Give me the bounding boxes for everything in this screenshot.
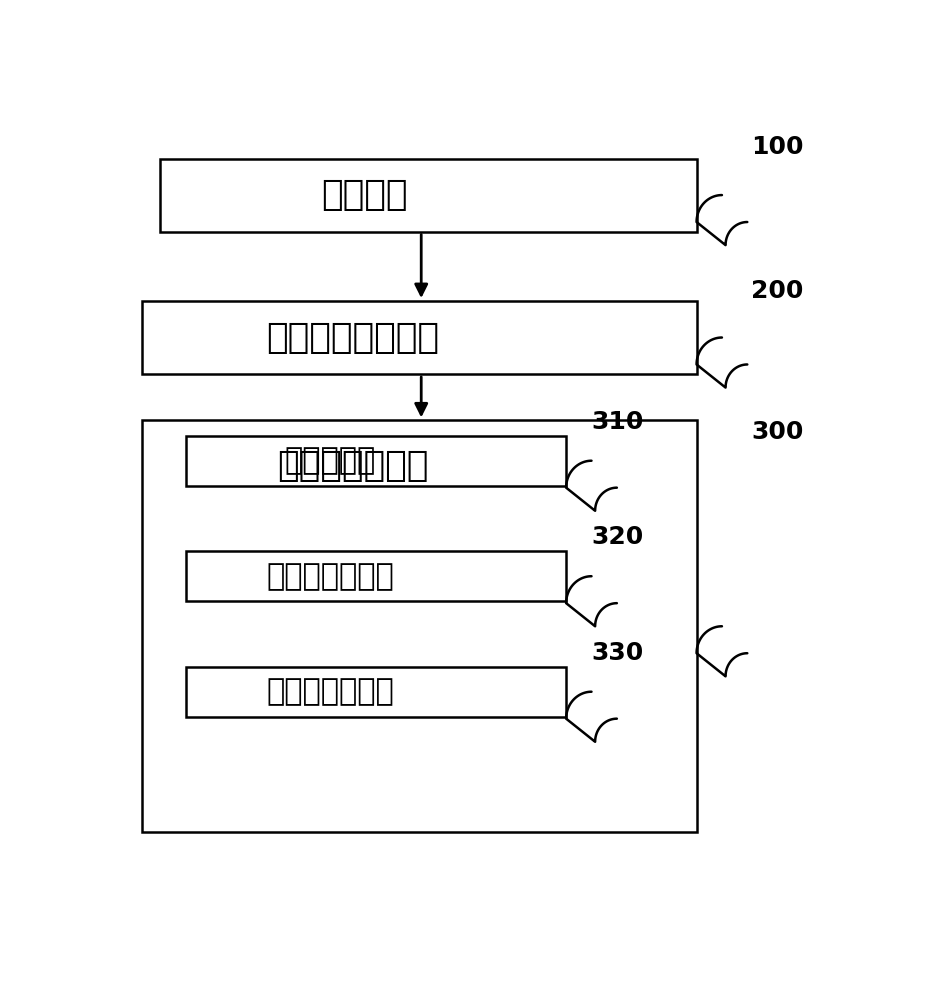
Text: 100: 100: [751, 135, 803, 159]
Text: 310: 310: [592, 410, 644, 434]
Text: 默认腔室控制模块: 默认腔室控制模块: [266, 321, 439, 355]
Text: 320: 320: [592, 525, 644, 549]
Bar: [142, 301, 697, 374]
Bar: [186, 551, 567, 601]
Bar: [186, 436, 567, 486]
Bar: [186, 667, 567, 717]
Bar: [161, 158, 697, 232]
Text: 300: 300: [751, 420, 803, 444]
Text: 第二处理子模块: 第二处理子模块: [266, 677, 395, 706]
Text: 第一处理子模块: 第一处理子模块: [266, 562, 395, 591]
Text: 抽真空控制模块: 抽真空控制模块: [277, 450, 428, 484]
Bar: [142, 420, 697, 832]
Text: 配置模块: 配置模块: [321, 178, 408, 212]
Text: 330: 330: [592, 641, 644, 665]
Text: 判断子模块: 判断子模块: [284, 446, 376, 475]
Text: 200: 200: [751, 279, 803, 303]
